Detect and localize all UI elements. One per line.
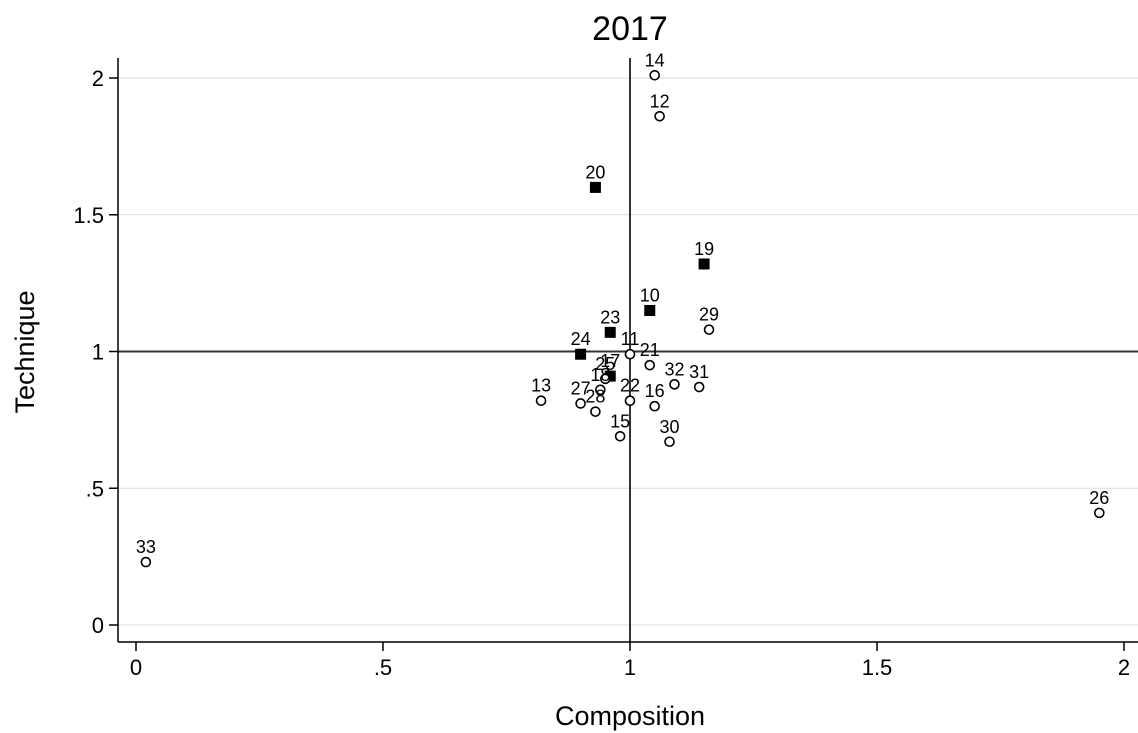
point-label: 12 [650,91,670,111]
y-axis-ticks: 0 .5 1 1.5 2 [73,66,118,638]
point-label: 15 [610,411,630,431]
data-point-circle [614,430,626,442]
point-label: 10 [640,285,660,305]
point-label: 23 [600,307,620,327]
point-label: 33 [136,537,156,557]
x-axis-title: Composition [555,701,705,731]
data-point-circle [535,395,547,407]
data-point-circle [649,69,661,81]
data-point-circle [575,398,586,409]
point-label: 13 [531,376,551,396]
point-label: 20 [585,162,605,182]
data-point-circle [1094,507,1105,519]
x-tick-label: 2 [1118,655,1130,680]
point-label: 14 [645,50,665,70]
point-label: 25 [595,354,615,374]
x-axis-ticks: 0 .5 1 1.5 2 [130,642,1130,680]
point-label: 32 [664,359,684,379]
data-point-square [698,258,710,270]
data-point-circle [599,373,611,385]
data-point-circle [644,359,656,371]
y-axis-title: Technique [10,290,40,413]
y-tick-label: 1.5 [73,203,104,228]
data-point-square [604,326,616,338]
y-tick-label: 0 [92,613,104,638]
x-tick-label: 0 [130,655,142,680]
point-label: 31 [689,362,709,382]
data-point-circle [664,436,675,448]
point-label: 26 [1089,488,1109,508]
data-point-square [644,304,656,316]
point-label: 30 [660,417,680,437]
point-label: 11 [621,329,640,349]
point-label: 24 [571,329,591,349]
data-point-circle [624,395,636,407]
data-point-circle [654,110,665,122]
point-label: 17 [600,351,620,371]
y-tick-label: 2 [92,66,104,91]
point-label: 22 [620,376,640,396]
data-point-circle [669,379,680,390]
data-point-circle [590,406,601,417]
data-point-circle [649,400,661,412]
data-points [140,69,1105,568]
y-tick-label: .5 [86,476,104,501]
y-tick-label: 1 [92,340,104,365]
data-point-circle [140,556,152,568]
x-tick-label: 1.5 [862,655,893,680]
point-label: 27 [571,378,591,398]
data-point-square [589,181,601,193]
data-point-circle [624,348,636,360]
data-point-square [575,348,587,360]
data-point-square [604,370,616,382]
point-label: 21 [640,340,660,360]
x-tick-label: .5 [374,655,392,680]
point-label: 29 [699,305,719,325]
data-point-circle [693,381,705,393]
chart-title: 2017 [592,10,668,48]
axes [117,58,1138,643]
point-label: 18 [590,365,610,385]
x-tick-label: 1 [624,655,636,680]
point-label: 19 [694,239,714,259]
data-point-circle [703,324,715,335]
point-label: 28 [585,387,605,407]
point-label: 16 [645,381,665,401]
data-point-circle [595,384,606,396]
